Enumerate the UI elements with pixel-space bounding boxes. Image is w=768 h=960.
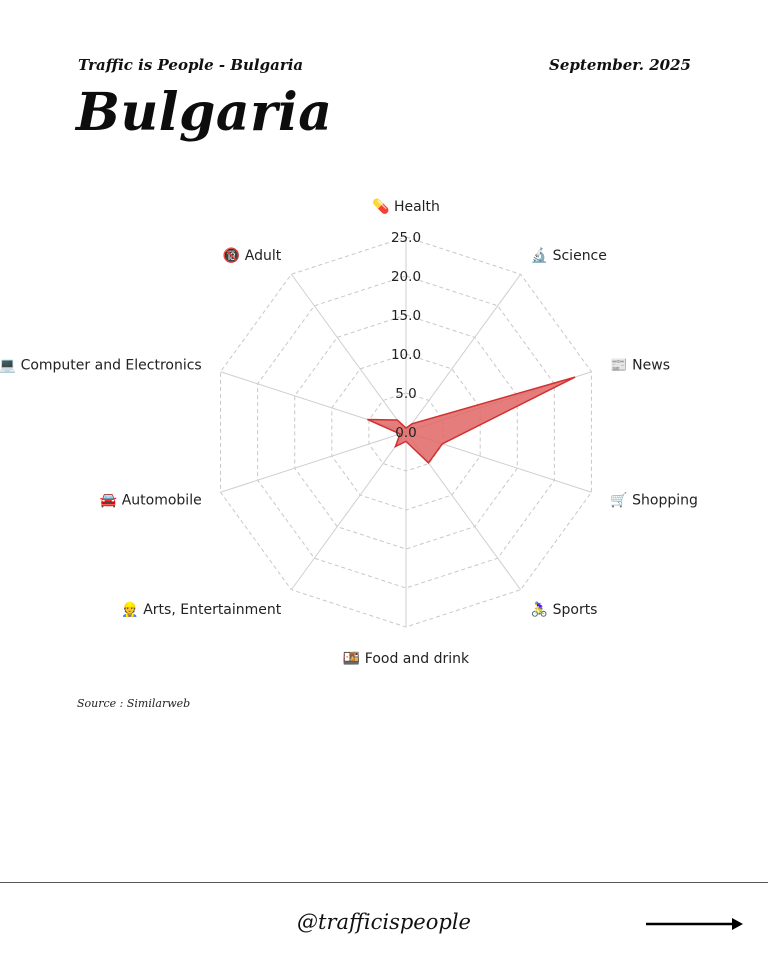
axis-label-automobile: 🚘 Automobile: [100, 493, 202, 509]
axis-label-science: 🔬 Science: [531, 246, 607, 264]
series-polygon: [367, 376, 576, 465]
axis-spoke: [290, 431, 407, 591]
radial-tick-labels: 0.0 5.0 10.0 15.0 20.0 25.0: [391, 230, 421, 441]
grid-ring: [294, 314, 518, 550]
radial-tick-label: 0.0: [395, 425, 416, 441]
chart-subtitle: Traffic is People - Bulgaria: [78, 56, 304, 74]
radial-tick-label: 5.0: [395, 386, 416, 402]
radial-tick-label: 20.0: [391, 269, 421, 285]
axis-label-sports: 🚴‍♀️ Sports: [531, 601, 598, 618]
axis-spoke: [405, 273, 522, 433]
social-handle[interactable]: @trafficispeople: [297, 910, 471, 934]
arrow-right-icon[interactable]: [646, 916, 744, 932]
axis-label-shopping: 🛒 Shopping: [610, 492, 698, 509]
radial-tick-label: 10.0: [391, 347, 421, 363]
axis-spoke: [220, 431, 407, 493]
radial-tick-label: 25.0: [391, 230, 421, 246]
axis-label-health: 💊 Health: [372, 197, 440, 215]
footer-divider: [0, 882, 768, 883]
radial-tick-label: 15.0: [391, 308, 421, 324]
radar-chart: 0.0 5.0 10.0 15.0 20.0 25.0 💊 Health 🔬 Science…: [0, 197, 698, 667]
axis-spoke: [290, 273, 407, 433]
axis-label-adult: 🔞 Adult: [223, 247, 282, 264]
source-note: Source : Similarweb: [77, 697, 191, 710]
axis-label-food-and-drink: 🍱 Food and drink: [343, 651, 470, 667]
date-label: September. 2025: [549, 56, 691, 74]
axis-label-news: 📰 News: [610, 357, 670, 373]
axis-label-computer-and-electronics: 💻 Computer and Electronics: [0, 357, 202, 373]
axis-labels: 💊 Health 🔬 Science 📰 News 🛒 Shopping 🚴‍♀️ Sp…: [0, 197, 698, 667]
axis-label-arts-entertainment: 👷 Arts, Entertainment: [121, 601, 281, 618]
page-title: Bulgaria: [76, 82, 333, 143]
